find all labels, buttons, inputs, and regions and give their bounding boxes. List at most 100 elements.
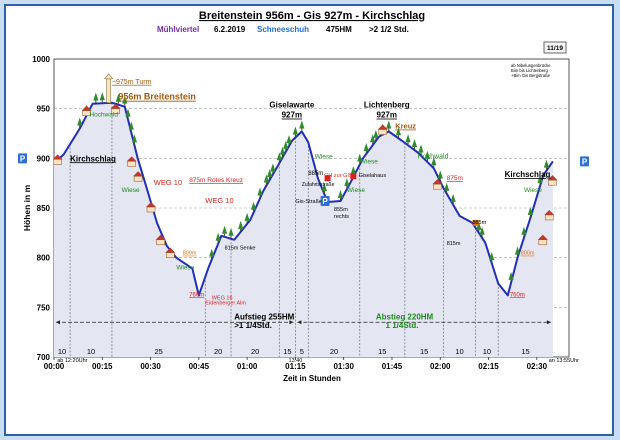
tree-trunk bbox=[346, 186, 348, 189]
x-tick-label: 02:00 bbox=[430, 362, 451, 371]
tree-trunk bbox=[217, 240, 219, 243]
subtitle-region: Mühlviertel bbox=[157, 25, 199, 34]
x-tick-label: 00:45 bbox=[189, 362, 210, 371]
weg10-label-1: WEG 10 bbox=[154, 178, 182, 187]
arrow-head bbox=[56, 320, 60, 325]
house-body bbox=[82, 110, 91, 116]
tree-trunk bbox=[282, 154, 284, 157]
tree-icon bbox=[514, 246, 521, 255]
turm-label: ~975m Turm bbox=[112, 79, 152, 86]
house-body bbox=[538, 239, 548, 246]
parking-icon bbox=[320, 196, 330, 207]
tree-trunk bbox=[452, 201, 454, 204]
h855-label: 855m bbox=[334, 207, 348, 213]
wiese-label-4: Wiese bbox=[347, 187, 365, 194]
tree-trunk bbox=[545, 167, 547, 170]
zufahrt-label: Zufahrtsstraße bbox=[302, 182, 335, 188]
house-icon bbox=[537, 234, 548, 240]
tree-icon bbox=[321, 183, 327, 192]
segment-duration-label: 15 bbox=[521, 347, 529, 356]
elevation-profile-chart: 700 750 800 850 900 950 1000 00:00 00:15 00:30 00:… bbox=[18, 10, 589, 383]
tree-trunk bbox=[278, 160, 280, 163]
tree-trunk bbox=[523, 234, 525, 237]
h800-label-2: 800m bbox=[521, 251, 535, 257]
tree-trunk bbox=[269, 176, 271, 179]
house-body bbox=[548, 179, 557, 186]
profile-area-fill bbox=[54, 102, 553, 357]
lichtenberg-label: Lichtenberg bbox=[364, 101, 410, 110]
chart-title: Breitenstein 956m - Gis 927m - Kirchschl… bbox=[199, 10, 425, 22]
tree-icon bbox=[363, 142, 369, 151]
tree-trunk bbox=[79, 125, 81, 128]
tree-icon bbox=[437, 170, 443, 179]
h760-label-1: 760m bbox=[189, 292, 204, 298]
profile-line-layer bbox=[53, 101, 554, 297]
legend-note-2: Bim bis Lichtenberg bbox=[511, 68, 548, 73]
tree-icon bbox=[93, 92, 99, 101]
tree-trunk bbox=[433, 165, 435, 168]
house-icon bbox=[126, 156, 137, 162]
segment-duration-label: 10 bbox=[455, 347, 463, 356]
house-marker-layer bbox=[18, 73, 589, 258]
h885-gis-label: 885m bbox=[308, 171, 323, 177]
tree-icon bbox=[279, 146, 286, 155]
segment-duration-label: 15 bbox=[283, 347, 291, 356]
ascent-summary-line2: >1 1/4Std. bbox=[234, 321, 272, 330]
tree-trunk bbox=[323, 191, 325, 194]
house-icon bbox=[146, 202, 156, 208]
x-tick-label: 01:30 bbox=[333, 362, 354, 371]
tree-icon bbox=[431, 157, 437, 166]
tree-icon bbox=[244, 212, 250, 221]
tree-icon bbox=[411, 138, 418, 147]
axes-layer bbox=[53, 41, 567, 360]
tree-trunk bbox=[359, 161, 361, 164]
tree-trunk bbox=[224, 233, 226, 236]
tree-icon bbox=[521, 226, 527, 235]
tree-trunk bbox=[407, 142, 409, 145]
house-icon bbox=[133, 171, 144, 177]
house-body bbox=[133, 175, 143, 182]
tree-trunk bbox=[130, 129, 132, 132]
parking-icon-label: P bbox=[322, 197, 328, 206]
x-tick-label: 00:30 bbox=[140, 362, 161, 371]
tree-trunk bbox=[439, 178, 441, 181]
time-label: 13:40 bbox=[289, 358, 303, 364]
x-tick-label: 00:00 bbox=[44, 362, 65, 371]
subtitle-date: 6.2.2019 bbox=[214, 25, 246, 34]
tree-trunk bbox=[301, 128, 303, 131]
tree-icon bbox=[115, 93, 121, 102]
gh-gis-label: GH zur GIS bbox=[324, 173, 353, 179]
tree-trunk bbox=[510, 279, 512, 282]
house-icon bbox=[81, 105, 92, 111]
gis-strasse-label: Gis-Straße bbox=[295, 199, 322, 205]
time-label: ab 12:20Uhr bbox=[57, 358, 87, 364]
house-body bbox=[156, 239, 165, 246]
x-tick-label: 02:30 bbox=[527, 362, 548, 371]
segment-duration-label: 15 bbox=[420, 347, 428, 356]
tree-icon bbox=[292, 126, 299, 135]
tree-trunk bbox=[272, 171, 274, 174]
ascent-summary-line1: Aufstieg 255HM bbox=[234, 312, 294, 321]
legend-note-1: ab Nibelungenbrücke bbox=[511, 63, 551, 68]
kreuz-label: Kreuz bbox=[395, 122, 416, 131]
giselahaus-marker bbox=[350, 173, 357, 180]
chart-frame: 700 750 800 850 900 950 1000 00:00 00:15 00:30 00:… bbox=[4, 4, 614, 436]
tree-trunk bbox=[117, 101, 119, 104]
tree-icon bbox=[257, 187, 263, 196]
y-tick-label: 900 bbox=[37, 154, 51, 163]
tree-icon bbox=[128, 121, 134, 130]
hochwald-label-2: Hochwald bbox=[418, 153, 449, 160]
tree-icon bbox=[131, 134, 138, 143]
tree-icon bbox=[537, 174, 543, 183]
tree-icon bbox=[476, 221, 482, 230]
descent-summary-line2: 1 1/4Std. bbox=[386, 321, 419, 330]
house-body bbox=[378, 129, 387, 135]
tree-trunk bbox=[285, 148, 287, 151]
gh-gis-marker bbox=[324, 175, 331, 182]
tree-icon bbox=[125, 108, 131, 117]
tree-icon bbox=[99, 92, 105, 101]
kirchschlag-end-label: Kirchschlag bbox=[505, 170, 551, 179]
saddle-marker bbox=[472, 219, 479, 226]
tree-icon bbox=[267, 168, 273, 177]
wiese-label-2: Wiese bbox=[315, 153, 333, 160]
